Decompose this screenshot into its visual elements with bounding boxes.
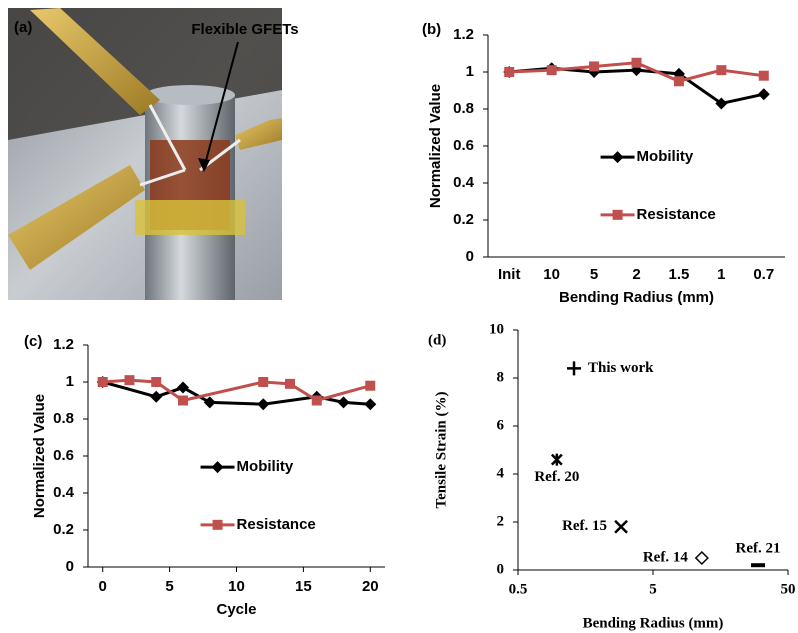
marker [758, 88, 770, 100]
marker [98, 377, 108, 387]
marker [612, 151, 624, 163]
y-tick-label: 1 [466, 63, 474, 80]
marker [312, 396, 322, 406]
x-tick-label: 0 [99, 578, 107, 595]
x-axis-label: Bending Radius (mm) [559, 289, 714, 306]
panel-label: (d) [428, 332, 446, 348]
marker [632, 58, 642, 68]
y-tick-label: 0.2 [53, 521, 74, 538]
x-tick-label: 2 [632, 266, 640, 283]
y-tick-label: 0.8 [53, 410, 74, 427]
y-tick-label: 2 [497, 513, 505, 529]
figure: (a) Flexible GFETs (b) Normalized Value Be… [0, 0, 798, 633]
marker [364, 398, 376, 410]
legend-label: Resistance [237, 516, 316, 533]
y-axis-label: Normalized Value [427, 84, 444, 208]
chart: (c) Normalized Value Cycle 0 0.2 0.4 0.6 0.8 1 1.… [24, 333, 385, 618]
y-tick-label: 0.2 [453, 211, 474, 228]
marker [204, 396, 216, 408]
x-tick-label: Init [498, 266, 521, 283]
marker [150, 391, 162, 403]
page: (a) Flexible GFETs (b) Normalized Value Be… [0, 0, 798, 633]
marker [696, 552, 708, 564]
series-line [103, 380, 371, 400]
marker [257, 398, 269, 410]
series-line [103, 382, 371, 404]
point-label: Ref. 14 [643, 549, 688, 565]
x-tick-label: 50 [781, 581, 796, 597]
x-tick-label: 1 [717, 266, 725, 283]
marker [151, 377, 161, 387]
x-tick-label: 10 [228, 578, 245, 595]
y-tick-label: 1.2 [453, 26, 474, 43]
panel-label: (c) [24, 333, 42, 350]
y-axis-label: Normalized Value [31, 394, 48, 518]
marker [759, 71, 769, 81]
chart: (b) Normalized Value Bending Radius (mm) 0 0… [422, 21, 785, 306]
y-tick-label: 8 [497, 369, 505, 385]
x-tick-label: 5 [590, 266, 598, 283]
x-tick-label: 10 [543, 266, 560, 283]
x-tick-label: 0.5 [509, 581, 528, 597]
x-axis-label: Cycle [216, 601, 256, 618]
marker [177, 382, 189, 394]
y-tick-label: 0 [497, 561, 505, 577]
y-tick-label: 0.6 [53, 447, 74, 464]
panel-label: (a) [14, 19, 32, 36]
x-tick-label: 1.5 [668, 266, 689, 283]
point-label: This work [588, 360, 654, 376]
annotation: Flexible GFETs [191, 21, 298, 38]
legend-label: Mobility [237, 458, 294, 475]
point-label: Ref. 15 [562, 518, 607, 534]
y-tick-label: 4 [497, 465, 505, 481]
marker [212, 461, 224, 473]
y-tick-label: 0 [466, 248, 474, 265]
x-tick-label: 5 [649, 581, 657, 597]
panel-label: (b) [422, 21, 441, 38]
y-tick-label: 6 [497, 417, 505, 433]
legend-label: Mobility [637, 148, 694, 165]
marker [567, 361, 581, 375]
y-tick-label: 0.4 [53, 484, 75, 501]
marker [365, 381, 375, 391]
y-tick-label: 1 [66, 373, 74, 390]
photo: (a) Flexible GFETs [8, 8, 299, 300]
y-tick-label: 0.6 [453, 137, 474, 154]
marker [589, 61, 599, 71]
marker [716, 65, 726, 75]
y-tick-label: 10 [489, 321, 504, 337]
marker [674, 76, 684, 86]
marker [338, 396, 350, 408]
point-label: Ref. 20 [534, 469, 579, 485]
marker [613, 210, 623, 220]
marker [124, 375, 134, 385]
x-tick-label: 0.7 [753, 266, 774, 283]
y-tick-label: 0 [66, 558, 74, 575]
marker [213, 520, 223, 530]
y-axis-label: Tensile Strain (%) [433, 392, 449, 509]
y-tick-label: 0.8 [453, 100, 474, 117]
x-tick-label: 20 [362, 578, 379, 595]
legend-label: Resistance [637, 206, 716, 223]
x-tick-label: 5 [165, 578, 173, 595]
x-axis-label: Bending Radius (mm) [583, 615, 724, 631]
marker [285, 379, 295, 389]
marker [615, 521, 627, 533]
marker [258, 377, 268, 387]
point-label: Ref. 21 [736, 541, 781, 557]
marker [552, 454, 562, 466]
tape [135, 200, 245, 235]
y-tick-label: 0.4 [453, 174, 475, 191]
marker [178, 396, 188, 406]
marker [547, 65, 557, 75]
x-tick-label: 15 [295, 578, 312, 595]
chart: (d) Tensile Strain (%) Bending Radius (mm)… [428, 321, 796, 631]
y-tick-label: 1.2 [53, 336, 74, 353]
marker [504, 67, 514, 77]
